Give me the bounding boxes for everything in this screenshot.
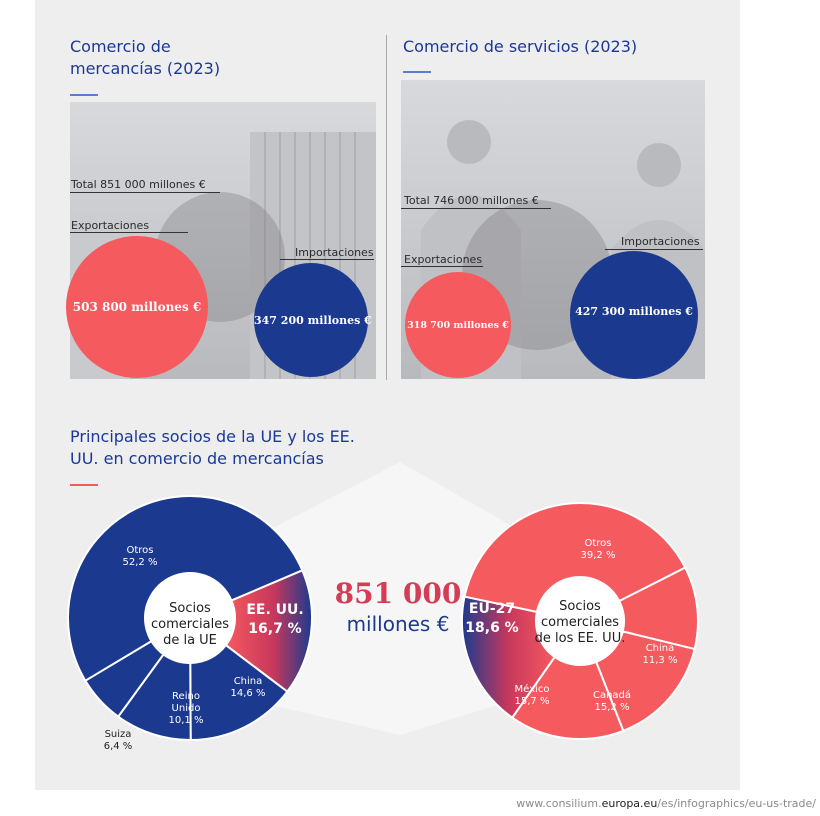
source-url-path: /es/infographics/eu-us-trade/ bbox=[657, 797, 816, 810]
donut-hole bbox=[145, 573, 235, 663]
slice-name-label: Reino bbox=[172, 691, 200, 702]
center-label-line: Socios bbox=[559, 599, 601, 614]
partners-title-line1: Principales socios de la UE y los EE. bbox=[70, 427, 355, 446]
slice-value-label: 39,2 % bbox=[581, 550, 616, 561]
center-label-line: comerciales bbox=[151, 617, 229, 632]
slice-value-label: 15,7 % bbox=[515, 696, 550, 707]
partners-title: Principales socios de la UE y los EE. UU… bbox=[70, 426, 355, 470]
slice-name-label: China bbox=[646, 643, 675, 654]
services-accent-line bbox=[403, 71, 431, 73]
services-imports-value: 427 300 millones € bbox=[575, 305, 693, 318]
center-label-line: de la UE bbox=[163, 633, 217, 648]
slice-name-label: Unido bbox=[172, 703, 201, 714]
source-url[interactable]: www.consilium.europa.eu/es/infographics/… bbox=[0, 797, 816, 810]
slice-value-label: 10,1 % bbox=[169, 715, 204, 726]
slice-name-label: EU-27 bbox=[469, 601, 515, 617]
slice-name-label: China bbox=[234, 676, 263, 687]
goods-exports-value: 503 800 millones € bbox=[72, 300, 202, 314]
services-total-rule bbox=[401, 208, 551, 209]
goods-exports-label: Exportaciones bbox=[71, 219, 150, 232]
source-url-prefix: www.consilium. bbox=[516, 797, 602, 810]
slice-value-label: 6,4 % bbox=[104, 741, 133, 752]
donut-hole bbox=[536, 577, 624, 665]
center-value-number: 851 000 bbox=[334, 577, 462, 610]
goods-imports-value: 347 200 millones € bbox=[254, 314, 372, 327]
slice-value-label: 16,7 % bbox=[248, 621, 301, 637]
slice-name-label: EE. UU. bbox=[246, 602, 303, 618]
goods-total-label: Total 851 000 millones € bbox=[71, 178, 206, 191]
slice-value-label: 18,6 % bbox=[465, 620, 518, 636]
partners-title-line2: UU. en comercio de mercancías bbox=[70, 449, 324, 468]
services-imports-label: Importaciones bbox=[621, 235, 700, 248]
slice-name-label: Suiza bbox=[105, 729, 132, 740]
goods-title-line2: mercancías (2023) bbox=[70, 59, 221, 78]
section-divider bbox=[386, 35, 387, 380]
goods-exports-bubble bbox=[66, 236, 208, 378]
goods-imports-label: Importaciones bbox=[295, 246, 374, 259]
services-exports-label: Exportaciones bbox=[404, 253, 483, 266]
partners-accent-line bbox=[70, 484, 98, 486]
services-exports-rule bbox=[401, 266, 483, 267]
goods-accent-line bbox=[70, 94, 98, 96]
goods-title-line1: Comercio de bbox=[70, 37, 171, 56]
center-value-unit: millones € bbox=[346, 612, 450, 636]
slice-value-label: 11,3 % bbox=[643, 655, 678, 666]
goods-exports-rule bbox=[70, 232, 188, 233]
services-title: Comercio de servicios (2023) bbox=[403, 37, 638, 56]
goods-title: Comercio de mercancías (2023) bbox=[70, 36, 220, 80]
slice-name-label: Otros bbox=[584, 538, 611, 549]
center-label-line: de los EE. UU. bbox=[535, 631, 626, 646]
slice-name-label: Otros bbox=[126, 545, 153, 556]
goods-total-rule bbox=[70, 192, 220, 193]
source-url-domain: europa.eu bbox=[601, 797, 658, 810]
slice-value-label: 14,6 % bbox=[231, 688, 266, 699]
slice-value-label: 52,2 % bbox=[123, 557, 158, 568]
center-label-line: comerciales bbox=[541, 615, 619, 630]
center-label-line: Socios bbox=[169, 601, 211, 616]
slice-name-label: México bbox=[515, 683, 550, 695]
services-total-label: Total 746 000 millones € bbox=[404, 194, 539, 207]
services-exports-value: 318 700 millones € bbox=[407, 320, 509, 331]
slice-value-label: 15,2 % bbox=[595, 702, 630, 713]
goods-imports-bubble bbox=[254, 263, 368, 377]
center-value: 851 000 millones € bbox=[318, 578, 478, 638]
slice-name-label: Canadá bbox=[593, 689, 631, 701]
services-imports-rule bbox=[605, 249, 703, 250]
goods-imports-rule bbox=[280, 259, 374, 260]
services-imports-bubble bbox=[570, 251, 698, 379]
services-exports-bubble bbox=[405, 272, 511, 378]
